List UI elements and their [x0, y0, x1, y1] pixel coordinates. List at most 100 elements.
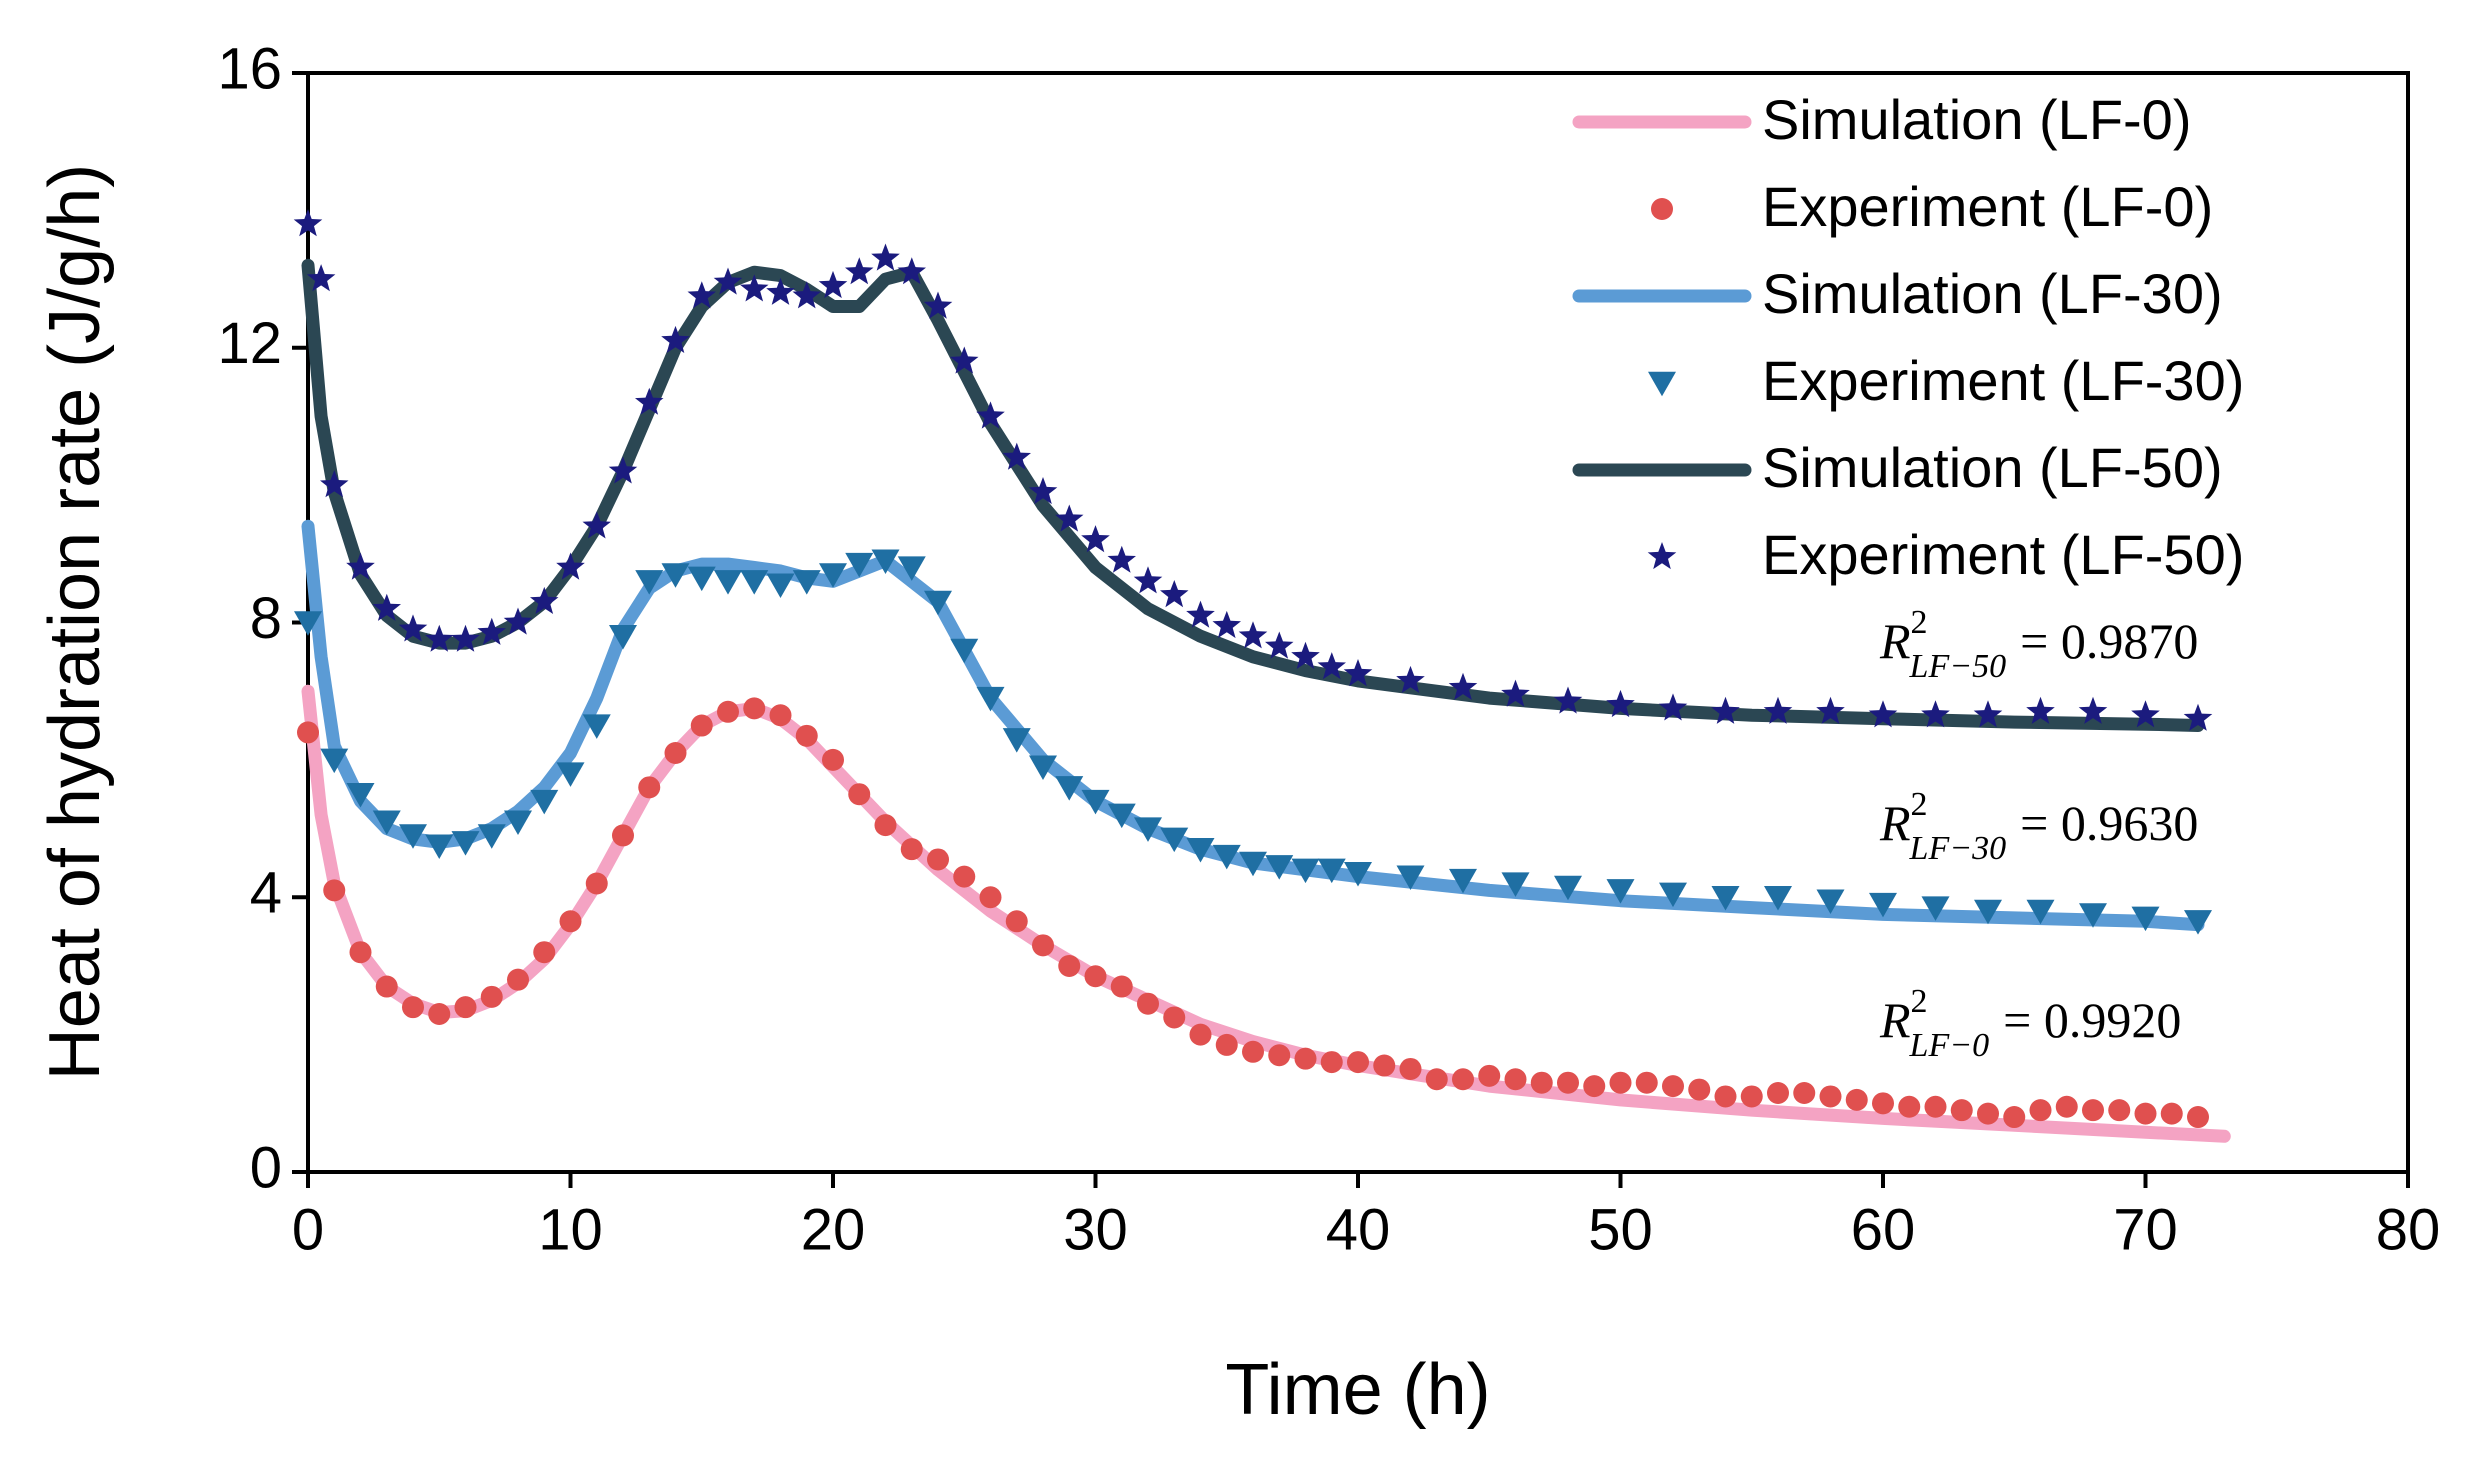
data-point [1343, 659, 1373, 687]
data-point [923, 291, 953, 319]
data-point [1449, 868, 1477, 894]
data-point [792, 281, 821, 309]
data-point [428, 1003, 451, 1026]
data-point [897, 556, 926, 581]
data-point [1294, 1047, 1317, 1070]
data-point [372, 810, 401, 835]
data-point [1448, 672, 1478, 700]
data-point [1974, 899, 2002, 925]
data-point [845, 257, 874, 285]
data-point [717, 700, 739, 723]
data-point [1081, 789, 1110, 815]
data-point [740, 274, 769, 302]
data-point [2184, 910, 2212, 935]
data-point [346, 552, 375, 580]
annotation-part: = 0.9920 [2003, 992, 2181, 1048]
data-point [402, 996, 424, 1019]
data-point [585, 872, 608, 895]
data-point [582, 714, 611, 739]
data-point [1557, 1071, 1579, 1094]
data-point [1239, 851, 1267, 877]
data-point [1793, 1082, 1816, 1105]
data-point [766, 277, 795, 305]
legend-label: Simulation (LF-0) [1762, 88, 2191, 151]
data-point [1399, 1057, 1422, 1080]
data-point [2134, 1102, 2157, 1125]
data-point [1317, 652, 1346, 680]
annotation-part: 2 [1911, 604, 1928, 641]
data-point [871, 549, 900, 574]
data-point [1583, 1075, 1606, 1098]
data-point [451, 831, 480, 856]
data-point [1320, 1051, 1343, 1074]
data-point [1553, 686, 1583, 714]
annotation-part: 2 [1911, 983, 1928, 1020]
data-point [1924, 1095, 1947, 1118]
data-point [1291, 641, 1320, 669]
data-point [687, 281, 716, 309]
y-tick-label: 0 [250, 1135, 282, 1200]
data-point [1242, 1040, 1264, 1063]
data-point [1055, 776, 1084, 801]
data-point [927, 848, 949, 871]
data-point [454, 996, 477, 1019]
data-point [2026, 696, 2055, 724]
r-squared-annotation: R2 LF−50 = 0.9870 [1879, 604, 2198, 685]
x-tick-label: 0 [292, 1197, 324, 1262]
data-point [1134, 817, 1162, 842]
data-point [1501, 679, 1530, 707]
data-point [533, 941, 556, 964]
data-point [1816, 696, 1845, 724]
y-axis-title: Heat of hydration rate (J/g/h) [35, 164, 115, 1080]
data-point [530, 789, 559, 815]
data-point [1110, 975, 1133, 998]
data-point [897, 257, 926, 285]
r-squared-annotation: R2 LF−0 = 0.9920 [1879, 983, 2181, 1064]
data-point [1501, 872, 1530, 897]
data-point [845, 552, 874, 578]
data-point [766, 573, 795, 599]
data-point [556, 552, 585, 580]
data-point [2055, 1095, 2078, 1118]
data-point [477, 617, 506, 645]
data-point [504, 810, 532, 835]
data-point [950, 346, 979, 374]
data-point [950, 638, 979, 664]
data-point [792, 570, 821, 595]
data-point [1107, 545, 1136, 573]
data-point [1659, 882, 1687, 908]
data-point [635, 387, 664, 415]
data-point [399, 824, 427, 849]
data-point [1635, 1071, 1658, 1094]
x-tick-label: 20 [801, 1197, 866, 1262]
data-point [320, 748, 349, 774]
data-point [1317, 858, 1346, 884]
data-point [1845, 1088, 1868, 1111]
data-point [559, 910, 582, 933]
data-point [713, 267, 743, 295]
data-point [1921, 700, 1950, 728]
data-point [690, 714, 713, 737]
data-point [1688, 1078, 1711, 1101]
r-squared-annotation: R2 LF−30 = 0.9630 [1879, 786, 2198, 867]
x-tick-label: 70 [2113, 1197, 2178, 1262]
data-point [1452, 1068, 1474, 1091]
data-point [1186, 600, 1215, 628]
data-point [1740, 1085, 1763, 1108]
data-point [953, 865, 976, 888]
data-point [1609, 1071, 1632, 1094]
data-point [1869, 892, 1897, 918]
data-point [1084, 965, 1107, 988]
data-point [2003, 1106, 2026, 1129]
x-tick-label: 10 [538, 1197, 603, 1262]
data-point [612, 824, 634, 847]
annotation-part: LF−50 [1909, 648, 2007, 685]
legend-label: Simulation (LF-50) [1762, 436, 2223, 499]
data-point [1816, 889, 1845, 914]
data-point [1819, 1085, 1842, 1108]
data-point [1606, 689, 1635, 718]
data-point [769, 704, 792, 727]
data-point [2131, 700, 2160, 728]
data-point [1714, 1085, 1737, 1108]
